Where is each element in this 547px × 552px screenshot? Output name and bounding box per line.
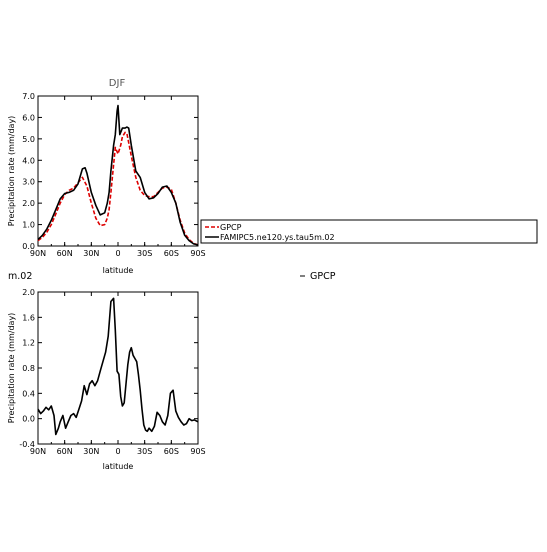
x-tick-label: 30S <box>137 249 152 258</box>
x-tick-label: 90S <box>190 249 205 258</box>
x-tick-label: 60S <box>164 447 179 456</box>
x-tick-label: 30S <box>137 447 152 456</box>
x-tick-label: 0 <box>115 447 120 456</box>
y-tick-label: 3.0 <box>22 178 35 187</box>
x-tick-label: 30N <box>83 249 99 258</box>
y-tick-label: 1.0 <box>22 221 35 230</box>
tick-layer-top: 90N 60N 30N 0 30S 60S 90S 0.0 1.0 2.0 3.0 4.0 5.0 6.0… <box>22 92 205 258</box>
y-tick-label: 1.6 <box>22 313 35 322</box>
y-axis-label-top: Precipitation rate (mm/day) <box>7 116 16 227</box>
series-line-gpcp <box>37 131 199 246</box>
y-tick-label: 7.0 <box>22 92 35 101</box>
y-tick-label: 4.0 <box>22 156 35 165</box>
y-tick-label: 2.0 <box>22 288 35 297</box>
x-axis-label-top: latitude <box>103 266 134 275</box>
series-line-model <box>37 104 199 246</box>
y-tick-label: 6.0 <box>22 113 35 122</box>
x-tick-label: 60N <box>57 249 73 258</box>
orphan-legend-label: GPCP <box>310 271 336 282</box>
line-layer-top <box>37 104 199 246</box>
x-tick-label: 60N <box>57 447 73 456</box>
x-axis-label-bottom: latitude <box>103 462 134 471</box>
y-tick-label: 0.8 <box>22 364 35 373</box>
y-tick-label: 5.0 <box>22 135 35 144</box>
x-tick-label: 90N <box>30 447 46 456</box>
panel-top-djf: DJF 90N 60N 30N 0 30S 60S 90S 0.0 1.0 2.0 3.0 4.0 5.… <box>7 78 206 275</box>
tick-layer-bottom: 90N 60N 30N 0 30S 60S 90S -0.4 0.0 0.4 0.8 1.2 1.6 2.… <box>19 288 205 456</box>
y-tick-label: 0.0 <box>22 415 35 424</box>
y-tick-label: 1.2 <box>22 339 35 348</box>
x-tick-label: 0 <box>115 249 120 258</box>
panel-title: DJF <box>109 78 126 89</box>
cut-off-label: m.02 <box>8 271 32 282</box>
y-axis-label-bottom: Precipitation rate (mm/day) <box>7 313 16 424</box>
legend-frame <box>200 219 538 244</box>
series-line-difference <box>37 297 199 436</box>
y-tick-label: 0.0 <box>22 242 35 251</box>
x-tick-label: 90N <box>30 249 46 258</box>
x-tick-label: 60S <box>164 249 179 258</box>
plot-frame-bottom <box>37 291 199 445</box>
panel-bottom-difference: 90N 60N 30N 0 30S 60S 90S -0.4 0.0 0.4 0.8 1.2 1.6 2.… <box>7 288 206 471</box>
line-layer-bottom <box>37 297 199 436</box>
legend-box: GPCP FAMIPC5.ne120.ys.tau5m.02 <box>200 219 538 244</box>
y-tick-label: 0.4 <box>22 389 35 398</box>
legend-label-gpcp: GPCP <box>220 223 242 232</box>
legend-label-model: FAMIPC5.ne120.ys.tau5m.02 <box>220 233 335 242</box>
y-tick-label: 2.0 <box>22 199 35 208</box>
x-tick-label: 30N <box>83 447 99 456</box>
y-tick-label: -0.4 <box>19 440 35 449</box>
x-tick-label: 90S <box>190 447 205 456</box>
